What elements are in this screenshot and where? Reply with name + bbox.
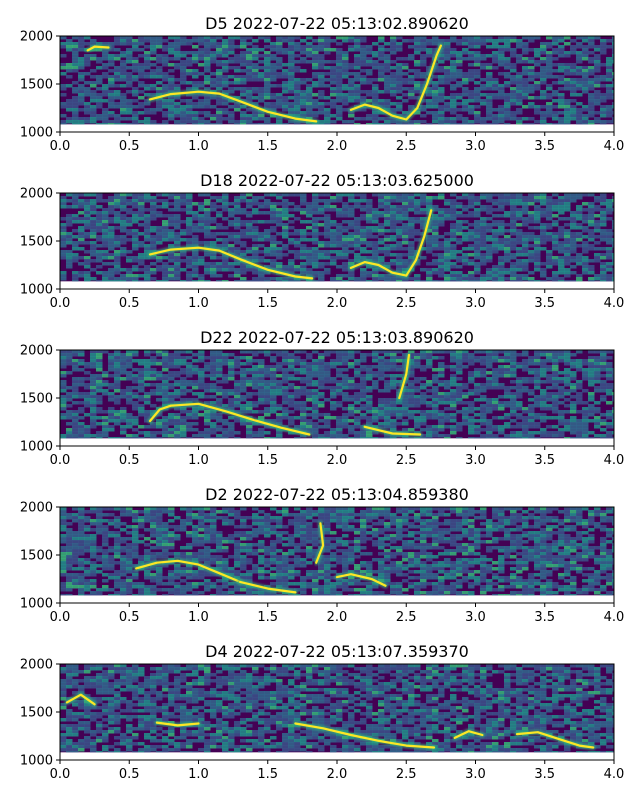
trace-5 (65, 693, 96, 706)
y-tick-label: 2000 (20, 187, 53, 202)
x-tick-label: 2.0 (327, 610, 348, 625)
panel-title: D18 2022-07-22 05:13:03.625000 (200, 171, 474, 190)
x-tick-label: 4.0 (604, 610, 625, 625)
trace-1 (148, 90, 318, 123)
panel-title: D22 2022-07-22 05:13:03.890620 (200, 328, 474, 347)
noise-texture (60, 664, 614, 753)
spectrogram-panel-1: 0.0 0.5 1.0 1.5 2.0 2.5 3.0 3.5 4.0 1000 1500 2000 D… (20, 14, 624, 154)
spectrogram-panel-2: 0.0 0.5 1.0 1.5 2.0 2.5 3.0 3.5 4.0 1000 1500 2000 D… (20, 171, 624, 311)
y-tick-label: 1500 (20, 706, 53, 721)
trace-1 (148, 402, 311, 436)
y-tick-label: 2000 (20, 658, 53, 673)
trace-2 (515, 731, 595, 749)
x-tick-label: 0.0 (50, 610, 71, 625)
trace-4 (453, 730, 484, 739)
y-tick-label: 2000 (20, 30, 53, 45)
trace-4 (315, 522, 325, 564)
panel-title: D5 2022-07-22 05:13:02.890620 (205, 14, 469, 33)
x-tick-label: 2.0 (327, 767, 348, 782)
x-tick-label: 0.0 (50, 139, 71, 154)
trace-1 (294, 722, 436, 749)
x-tick-label: 0.5 (119, 453, 140, 468)
x-tick-label: 1.0 (188, 610, 209, 625)
y-tick-label: 1000 (20, 597, 53, 612)
y-tick-label: 2000 (20, 344, 53, 359)
spectrogram-panel-5: 0.0 0.5 1.0 1.5 2.0 2.5 3.0 3.5 4.0 1000 1500 2000 D… (20, 642, 624, 782)
y-tick-label: 1500 (20, 392, 53, 407)
x-tick-label: 3.0 (465, 296, 486, 311)
y-tick-label: 1000 (20, 283, 53, 298)
trace-3 (155, 721, 200, 727)
x-tick-label: 1.5 (257, 767, 278, 782)
x-tick-label: 2.0 (327, 453, 348, 468)
x-tick-label: 0.5 (119, 767, 140, 782)
x-tick-label: 3.5 (534, 453, 555, 468)
x-tick-label: 0.0 (50, 296, 71, 311)
x-tick-label: 3.0 (465, 610, 486, 625)
panel-title: D2 2022-07-22 05:13:04.859380 (205, 485, 469, 504)
x-tick-label: 0.5 (119, 139, 140, 154)
y-tick-label: 1500 (20, 78, 53, 93)
x-tick-label: 1.5 (257, 453, 278, 468)
x-tick-label: 2.5 (396, 453, 417, 468)
x-tick-label: 3.5 (534, 139, 555, 154)
trace-3 (363, 425, 422, 436)
x-tick-label: 3.0 (465, 767, 486, 782)
noise-texture (60, 193, 614, 282)
x-tick-label: 4.0 (604, 296, 625, 311)
x-tick-label: 3.5 (534, 610, 555, 625)
y-tick-label: 1500 (20, 549, 53, 564)
x-tick-label: 2.5 (396, 610, 417, 625)
x-tick-label: 1.5 (257, 610, 278, 625)
x-tick-label: 3.0 (465, 139, 486, 154)
y-tick-label: 1000 (20, 440, 53, 455)
x-tick-label: 1.5 (257, 139, 278, 154)
x-tick-label: 4.0 (604, 453, 625, 468)
trace-1 (135, 559, 242, 583)
x-tick-label: 4.0 (604, 139, 625, 154)
x-tick-label: 2.0 (327, 296, 348, 311)
x-tick-label: 0.5 (119, 296, 140, 311)
x-tick-label: 1.5 (257, 296, 278, 311)
x-tick-label: 0.0 (50, 767, 71, 782)
spectrogram-panel-4: 0.0 0.5 1.0 1.5 2.0 2.5 3.0 3.5 4.0 1000 1500 2000 D… (20, 485, 624, 625)
trace-1 (148, 246, 314, 280)
x-tick-label: 0.0 (50, 453, 71, 468)
trace-2 (239, 580, 297, 594)
trace-2 (349, 44, 442, 121)
x-tick-label: 1.0 (188, 767, 209, 782)
y-tick-label: 1000 (20, 126, 53, 141)
x-tick-label: 3.5 (534, 767, 555, 782)
y-tick-label: 1000 (20, 754, 53, 769)
trace-3 (86, 45, 110, 52)
noise-texture (60, 36, 614, 125)
x-tick-label: 4.0 (604, 767, 625, 782)
trace-3 (335, 573, 387, 587)
x-tick-label: 1.0 (188, 296, 209, 311)
spectrogram-panel-3: 0.0 0.5 1.0 1.5 2.0 2.5 3.0 3.5 4.0 1000 1500 2000 D… (20, 328, 624, 468)
x-tick-label: 3.5 (534, 296, 555, 311)
x-tick-label: 2.5 (396, 296, 417, 311)
x-tick-label: 2.5 (396, 139, 417, 154)
trace-2 (349, 209, 433, 277)
x-tick-label: 1.0 (188, 453, 209, 468)
trace-2 (398, 353, 411, 400)
y-tick-label: 1500 (20, 235, 53, 250)
y-tick-label: 2000 (20, 501, 53, 516)
noise-texture (60, 350, 614, 439)
panel-title: D4 2022-07-22 05:13:07.359370 (205, 642, 469, 661)
x-tick-label: 2.5 (396, 767, 417, 782)
x-tick-label: 2.0 (327, 139, 348, 154)
x-tick-label: 1.0 (188, 139, 209, 154)
x-tick-label: 0.5 (119, 610, 140, 625)
x-tick-label: 3.0 (465, 453, 486, 468)
